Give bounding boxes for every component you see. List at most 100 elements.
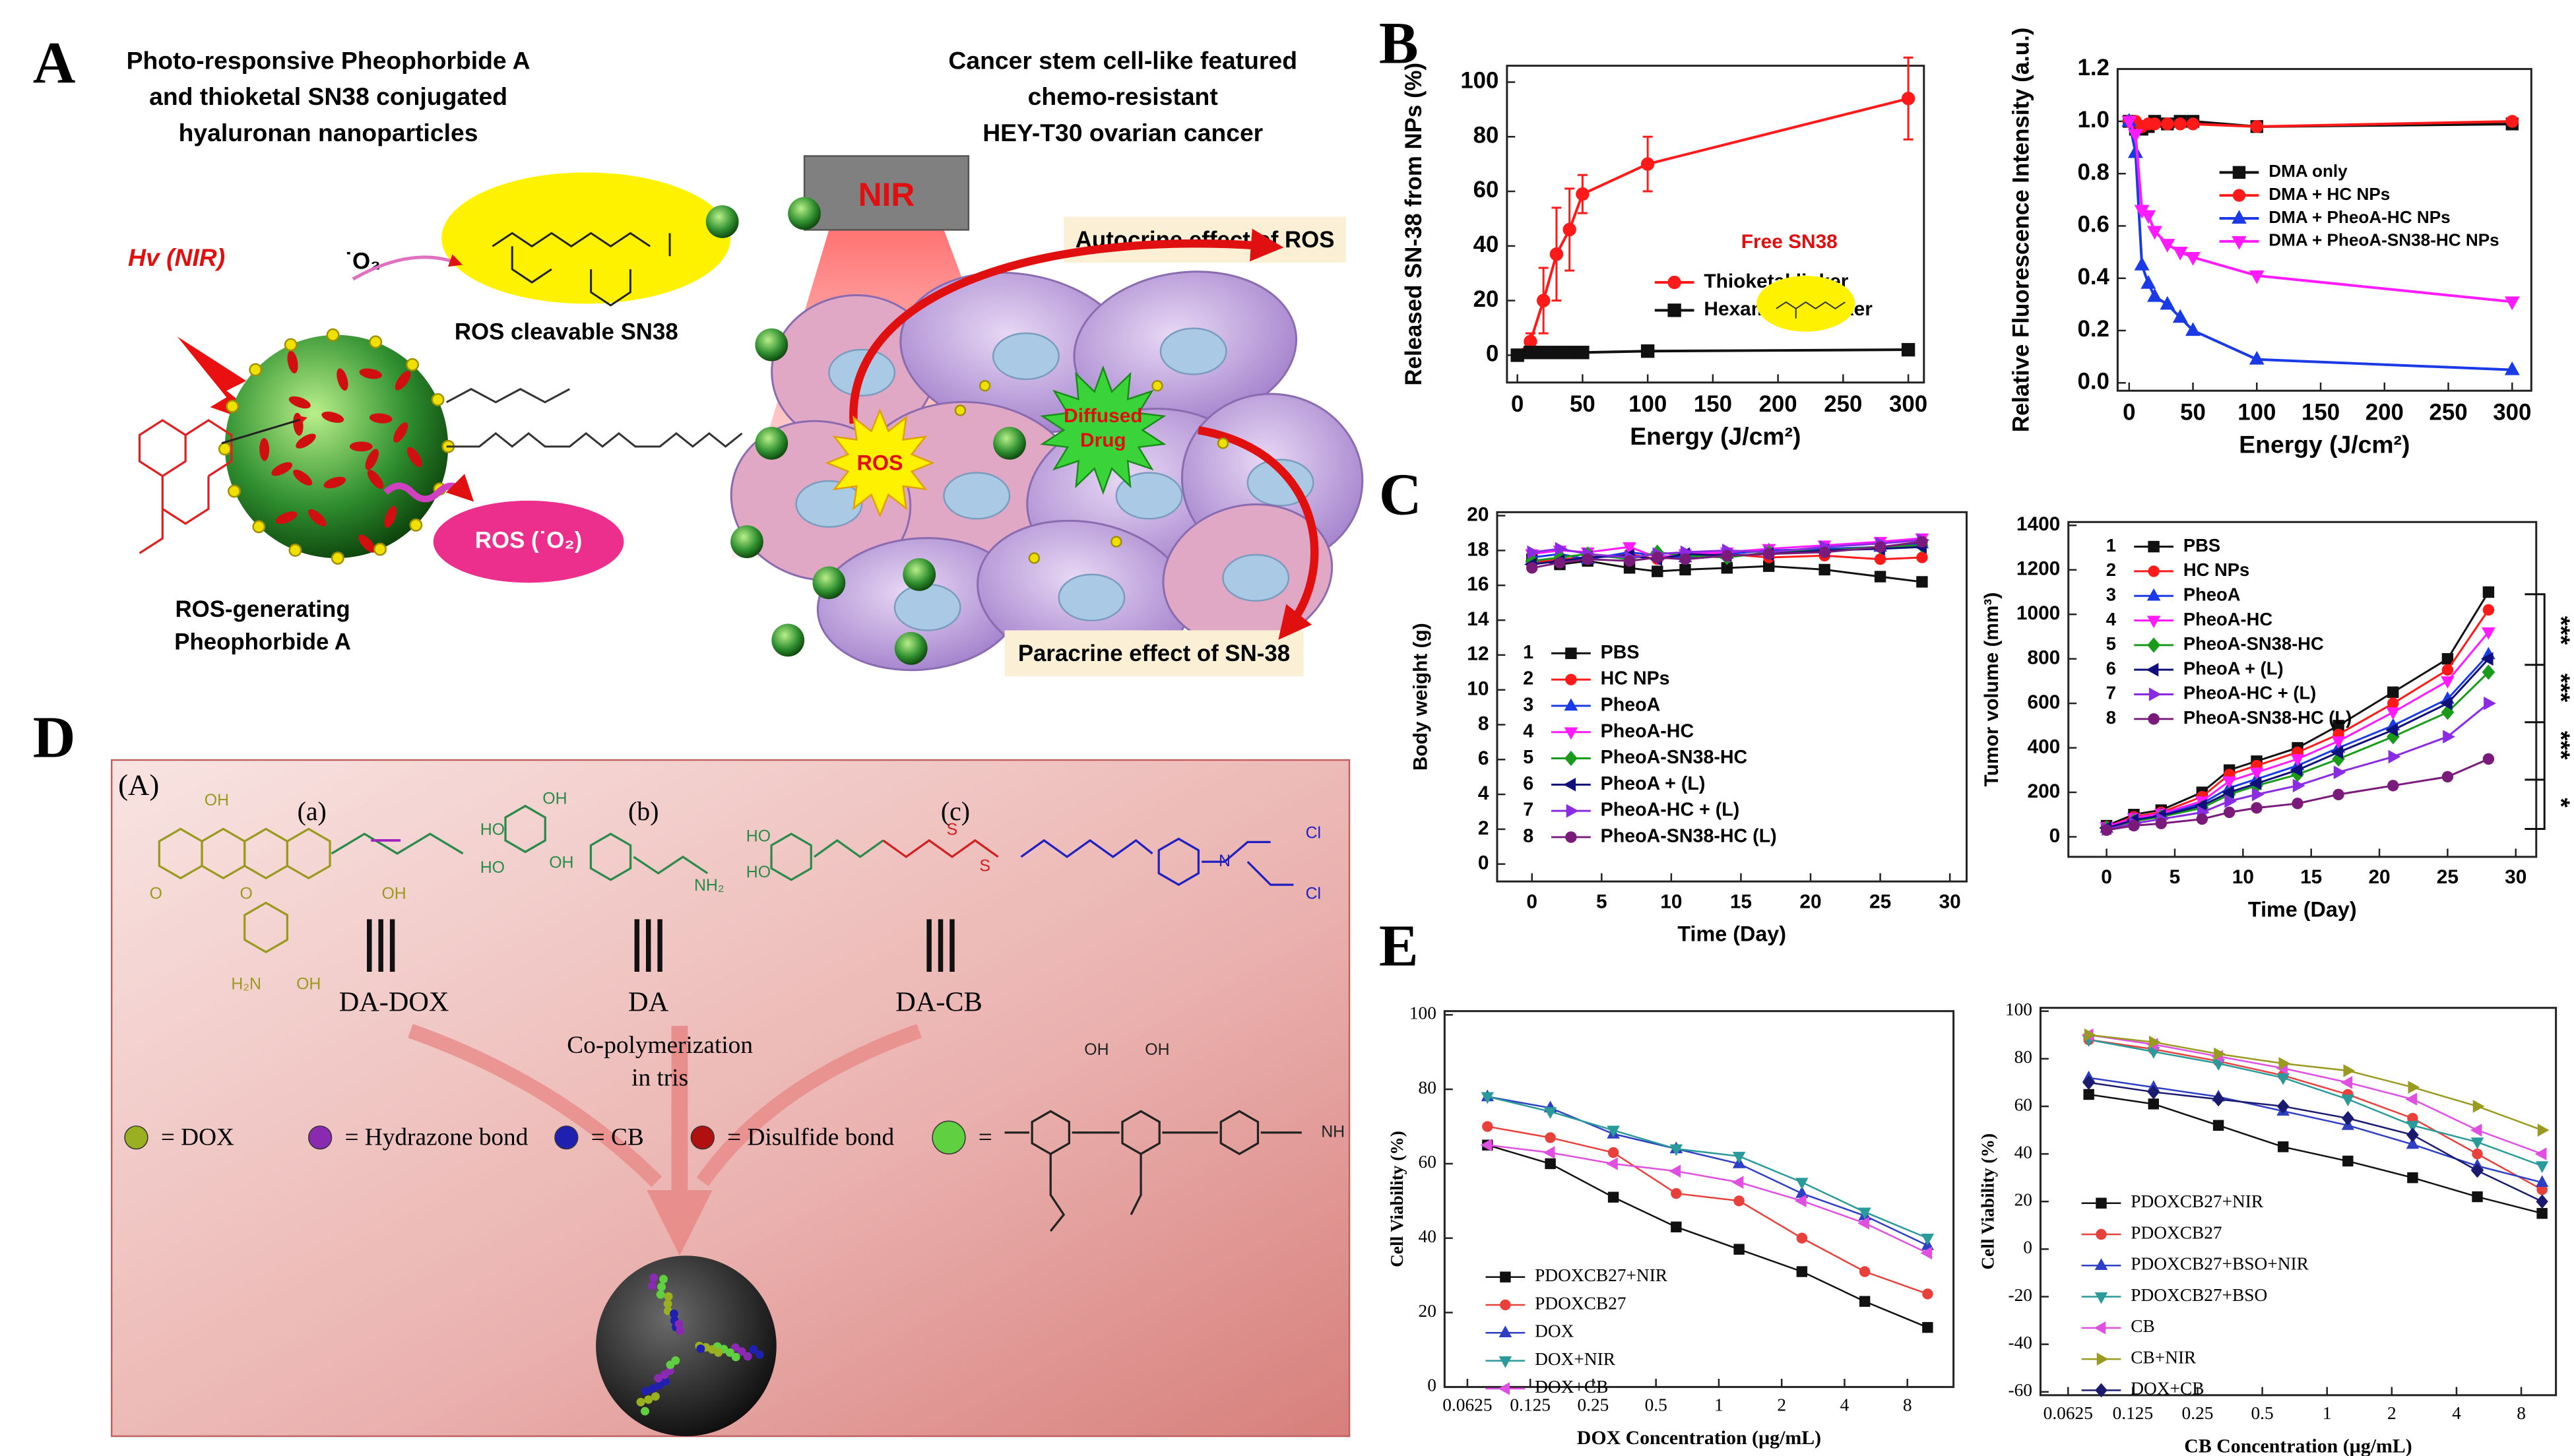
legend-marker [2096,1228,2107,1240]
particle-dot [737,1347,746,1356]
nanoparticle-small [788,197,821,230]
marker [1916,576,1928,588]
atom-label: S [947,821,958,839]
compound-name: DA [628,986,669,1017]
data-line [2088,1034,2543,1131]
atom-label: OH [1084,1040,1109,1059]
marker [2196,813,2208,825]
marker [2185,252,2201,266]
y-tick-label: 20 [2014,1190,2032,1210]
legend-number: 8 [1523,826,1533,847]
plot-frame [1506,65,1925,384]
pheophorbide [365,449,379,470]
legend-marker [1565,647,1577,660]
marker [2223,806,2236,819]
marker [2251,787,2265,802]
marker [2343,1064,2356,1077]
y-tick-label: 0.2 [2078,316,2109,342]
x-tick-label: 30 [2505,866,2526,888]
x-tick-label: 20 [1799,891,1821,912]
y-tick-label: 1000 [2016,602,2060,624]
legend-marker [2147,637,2160,653]
marker [1527,545,1540,559]
legend-label: PheoA [2183,584,2241,604]
x-tick-label: 0 [2123,399,2135,425]
x-axis-title: DOX Concentration (µg/mL) [1577,1427,1821,1449]
legend-ball [690,1125,715,1150]
marker [2333,765,2346,779]
legend-label: PDOXCB27+NIR [1535,1265,1668,1285]
marker [2331,736,2346,749]
x-tick-label: 4 [1840,1395,1850,1415]
marker [2222,785,2234,800]
x-tick-label: 300 [2493,399,2531,425]
sn38-dot [1217,437,1229,449]
nanoparticle-small [894,631,928,665]
marker [2278,1057,2291,1070]
marker [1652,552,1663,563]
data-line [1516,97,1909,356]
marker [1669,1144,1683,1156]
x-tick-label: 0 [2101,866,2112,888]
y-tick-label: 20 [1419,1301,1436,1321]
data-line [2106,631,2490,828]
x-tick-label: 0.0625 [2043,1403,2093,1423]
legend-label: PheoA + (L) [2183,658,2284,678]
marker [1536,346,1551,360]
legend-label: DMA + PheoA-SN38-HC NPs [2268,230,2499,250]
pheophorbide [406,447,422,468]
marker [2147,226,2162,240]
marker [2148,1098,2159,1110]
x-tick-label: 150 [2301,399,2340,425]
marker [1480,1138,1493,1152]
pheophorbide [259,437,270,461]
arrow [408,1023,662,1187]
y-tick-label: 600 [2027,691,2060,713]
compound-name: DA-CB [895,986,982,1017]
y-tick-label: 14 [1467,608,1489,630]
particle-dot [664,1292,673,1301]
x-tick-label: 5 [2170,866,2181,888]
sn38-dot [409,518,423,532]
y-tick-label: 1.0 [2078,107,2109,133]
x-axis-title: Energy (J/cm²) [1630,422,1801,450]
legend-label: PDOXCB27+NIR [2131,1191,2264,1211]
marker [2173,117,2187,131]
particle-dot [649,1273,659,1282]
y-axis-title: Relative Fluorescence Intensity (a.u.) [2008,28,2034,433]
marker [2472,1148,2483,1160]
marker [1920,1246,1933,1260]
marker [1762,548,1775,560]
particle-dot [755,1350,764,1359]
marker [2536,1208,2548,1219]
sn38-dot [228,484,241,498]
marker [1796,1232,1808,1244]
legend-label: = DOX [161,1124,234,1151]
marker [2185,322,2201,336]
marker [2251,802,2263,814]
marker [1623,542,1636,555]
ring [770,833,812,881]
nucleus [893,583,961,631]
label: Pheophorbide A [174,629,351,655]
plot-frame [2067,521,2538,858]
ring [243,901,288,953]
legend-number: 3 [1523,694,1533,715]
marker [1562,346,1576,360]
marker [1858,1207,1871,1220]
data-line [2127,121,2513,303]
x-tick-label: 5 [1596,891,1607,912]
marker [1482,1121,1493,1132]
significance: *** [2548,731,2574,760]
particle-dot [666,1360,675,1370]
marker [2082,1075,2095,1091]
y-tick-label: 1400 [2016,513,2060,535]
legend-marker [2095,1383,2107,1398]
sn38-dot [288,544,302,557]
marker [1607,1147,1619,1158]
marker [2172,247,2188,261]
sn38-dot [249,363,263,377]
ros-wave [383,474,474,503]
particle-dot [674,1319,684,1329]
